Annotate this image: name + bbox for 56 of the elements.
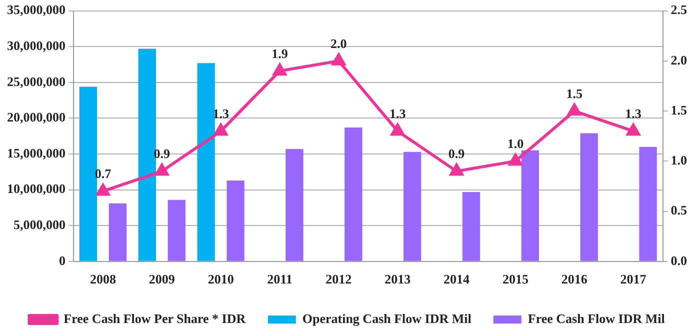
legend-label: Operating Cash Flow IDR Mil <box>302 310 472 326</box>
x-tick-label: 2013 <box>384 272 412 287</box>
y-tick-label: 15,000,000 <box>7 145 66 160</box>
y-tick-label: 20,000,000 <box>7 110 66 125</box>
data-label: 1.0 <box>507 136 524 152</box>
data-label: 1.5 <box>566 86 583 101</box>
bar <box>108 203 127 261</box>
bar <box>521 150 540 261</box>
data-label: 0.9 <box>448 146 466 162</box>
bar <box>286 148 304 261</box>
point <box>508 154 522 166</box>
y-tick-label: 0 <box>59 252 66 268</box>
bar <box>344 128 362 261</box>
bar <box>403 152 422 261</box>
point <box>96 184 110 196</box>
y2-tick-label: 0.0 <box>670 252 687 268</box>
x-tick-label: 2009 <box>148 272 176 287</box>
y-tick-label: 10,000,000 <box>7 181 66 196</box>
y2-tick-label: 2.0 <box>670 52 687 68</box>
x-tick-label: 2010 <box>208 272 234 287</box>
bar <box>168 200 186 261</box>
bar <box>639 146 657 261</box>
y-tick-label: 35,000,000 <box>7 2 66 18</box>
point <box>568 104 582 116</box>
bar <box>580 133 598 261</box>
data-label: 1.9 <box>272 46 288 61</box>
y2-tick-label: 0.5 <box>670 202 688 218</box>
data-label: 1.3 <box>389 106 406 121</box>
y-tick-label: 25,000,000 <box>7 74 66 89</box>
point <box>155 164 169 176</box>
x-tick-label: 2012 <box>326 272 352 287</box>
x-tick-label: 2017 <box>620 272 647 287</box>
point <box>273 63 286 76</box>
x-tick-label: 2014 <box>444 272 470 287</box>
x-tick-label: 2016 <box>561 272 588 287</box>
bar <box>226 180 244 261</box>
x-tick-label: 2011 <box>267 272 292 287</box>
y2-tick-label: 1.0 <box>670 152 687 168</box>
y2-tick-label: 1.5 <box>670 102 688 118</box>
bar <box>138 48 156 261</box>
bar <box>462 192 480 261</box>
point <box>390 124 404 136</box>
point <box>332 53 346 66</box>
data-label: 1.3 <box>625 106 642 121</box>
x-tick-label: 2008 <box>90 272 116 287</box>
legend-label: Free Cash Flow IDR Mil <box>528 310 666 326</box>
point <box>450 164 464 176</box>
point <box>626 124 640 136</box>
bar <box>197 63 215 261</box>
data-label: 2.0 <box>330 36 347 51</box>
y-tick-label: 30,000,000 <box>7 38 66 53</box>
y2-tick-label: 2.5 <box>670 2 688 18</box>
point <box>214 124 228 136</box>
legend-label: Free Cash Flow Per Share * IDR <box>64 310 246 326</box>
x-tick-label: 2015 <box>502 272 529 287</box>
y-tick-label: 5,000,000 <box>14 216 66 232</box>
